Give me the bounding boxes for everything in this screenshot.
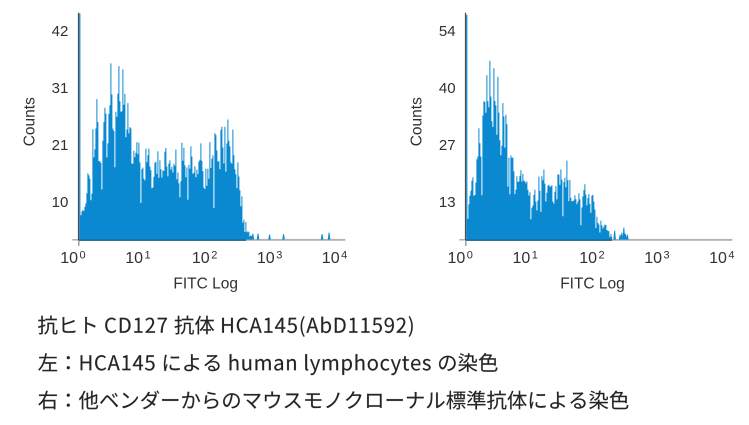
svg-text:13: 13 [439, 194, 456, 211]
svg-text:21: 21 [52, 137, 69, 154]
svg-text:3: 3 [276, 249, 282, 261]
svg-text:2: 2 [211, 249, 217, 261]
svg-text:10: 10 [709, 250, 727, 267]
svg-text:Counts: Counts [21, 97, 38, 146]
svg-text:10: 10 [257, 250, 275, 267]
svg-text:10: 10 [60, 250, 78, 267]
svg-text:40: 40 [439, 80, 456, 97]
svg-text:2: 2 [599, 249, 605, 261]
svg-text:10: 10 [579, 250, 597, 267]
svg-text:10: 10 [448, 250, 466, 267]
svg-text:42: 42 [52, 23, 69, 40]
svg-text:27: 27 [439, 137, 456, 154]
svg-text:0: 0 [80, 249, 86, 261]
svg-text:10: 10 [322, 250, 340, 267]
svg-text:FITC Log: FITC Log [173, 275, 238, 292]
svg-text:1: 1 [532, 249, 538, 261]
svg-text:10: 10 [52, 194, 69, 211]
svg-text:10: 10 [192, 250, 210, 267]
svg-text:10: 10 [644, 250, 662, 267]
svg-text:31: 31 [52, 80, 69, 97]
svg-text:10: 10 [125, 250, 143, 267]
svg-text:FITC Log: FITC Log [560, 275, 625, 292]
svg-text:10: 10 [513, 250, 531, 267]
svg-text:0: 0 [467, 249, 473, 261]
svg-text:1: 1 [145, 249, 151, 261]
svg-text:54: 54 [439, 23, 456, 40]
svg-text:4: 4 [728, 249, 734, 261]
svg-text:Counts: Counts [409, 97, 426, 146]
svg-text:4: 4 [341, 249, 347, 261]
svg-text:3: 3 [664, 249, 670, 261]
